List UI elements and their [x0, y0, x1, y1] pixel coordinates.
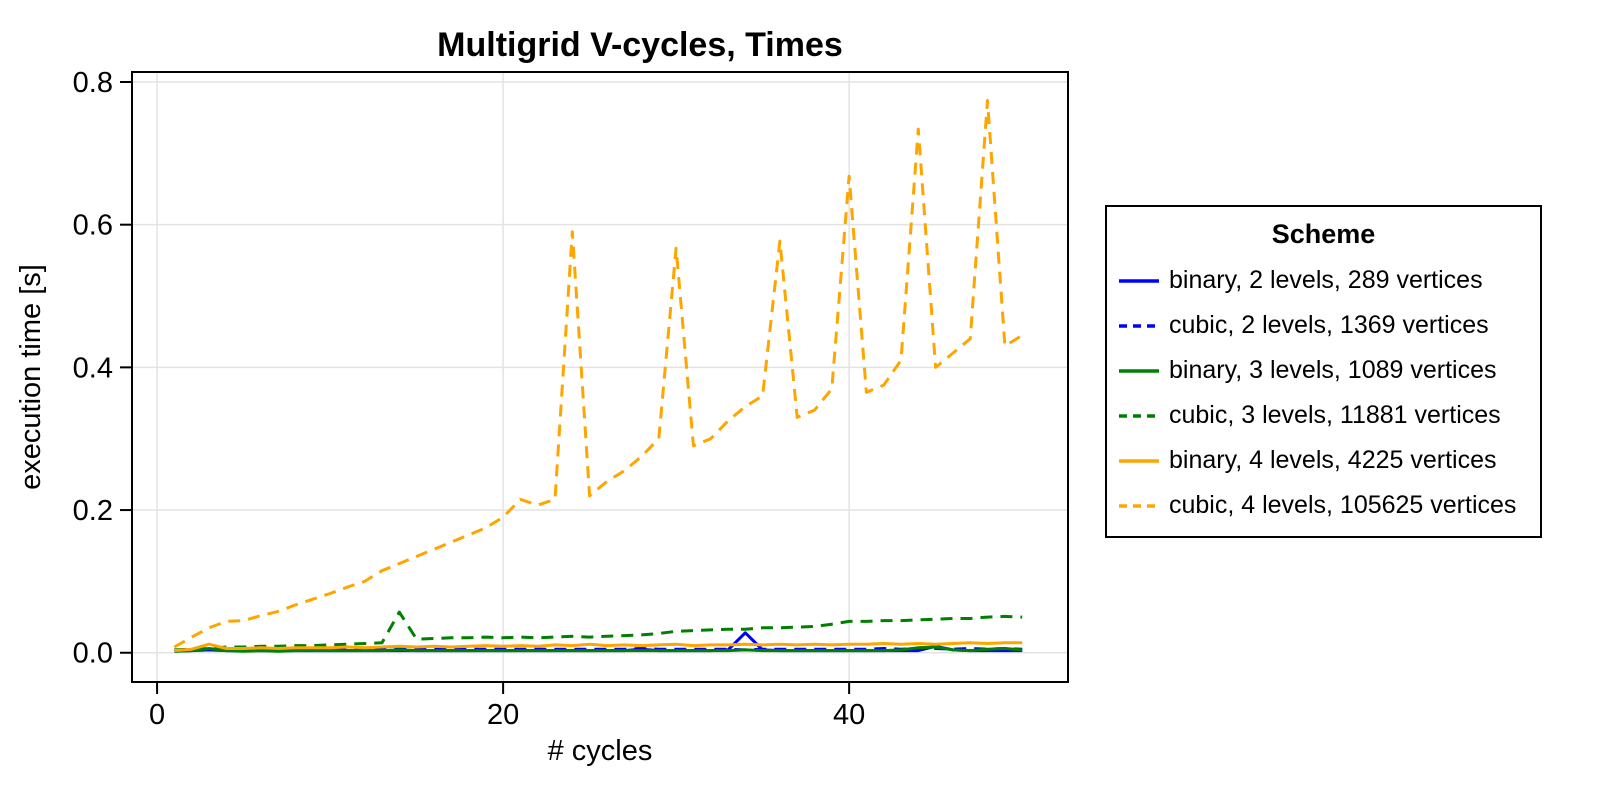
- chart-layers: 0 20 40 0.0 0.2 0.4 0.6 0.8: [73, 67, 1069, 731]
- series-line-5: [174, 641, 1023, 653]
- solid-line-swatch-icon: [1119, 278, 1159, 283]
- legend-label: cubic, 3 levels, 11881 vertices: [1169, 401, 1501, 429]
- x-axis-label: # cycles: [548, 735, 653, 767]
- legend-label: cubic, 4 levels, 105625 vertices: [1169, 491, 1517, 519]
- legend-label: cubic, 2 levels, 1369 vertices: [1169, 311, 1489, 339]
- legend-title: Scheme: [1271, 219, 1376, 249]
- x-tick-label: 0: [149, 699, 165, 731]
- series-line-3: [174, 645, 1023, 653]
- legend-label: binary, 4 levels, 4225 vertices: [1169, 446, 1497, 474]
- legend-entry-5: binary, 4 levels, 4225 vertices: [1107, 438, 1540, 483]
- chart-title: Multigrid V-cycles, Times: [437, 26, 843, 64]
- y-axis-label: execution time [s]: [15, 264, 47, 490]
- plot-frame: [131, 71, 1069, 683]
- legend-entry-1: binary, 2 levels, 289 vertices: [1107, 258, 1540, 303]
- y-tick-label: 0.2: [73, 495, 113, 527]
- y-tick-label: 0.0: [73, 638, 113, 670]
- solid-line-swatch-icon: [1119, 458, 1159, 463]
- y-tick-label: 0.8: [73, 67, 113, 99]
- legend-entry-3: binary, 3 levels, 1089 vertices: [1107, 348, 1540, 393]
- dashed-line-swatch-icon: [1119, 323, 1159, 328]
- series-line-4: [174, 610, 1023, 652]
- solid-line-swatch-icon: [1119, 368, 1159, 373]
- legend-rows: binary, 2 levels, 289 vertices cubic, 2 l…: [1107, 258, 1540, 528]
- dashed-line-swatch-icon: [1119, 503, 1159, 508]
- legend-entry-2: cubic, 2 levels, 1369 vertices: [1107, 303, 1540, 348]
- legend-box: Scheme binary, 2 levels, 289 vertices cub…: [1105, 205, 1542, 538]
- legend-entry-6: cubic, 4 levels, 105625 vertices: [1107, 483, 1540, 528]
- x-tick-label: 40: [833, 699, 865, 731]
- legend-label: binary, 3 levels, 1089 vertices: [1169, 356, 1497, 384]
- legend-entry-4: cubic, 3 levels, 11881 vertices: [1107, 393, 1540, 438]
- legend-label: binary, 2 levels, 289 vertices: [1169, 266, 1483, 294]
- series-line-6: [173, 99, 1023, 649]
- dashed-line-swatch-icon: [1119, 413, 1159, 418]
- y-tick-label: 0.6: [73, 210, 113, 242]
- y-tick-label: 0.4: [73, 352, 113, 384]
- x-tick-label: 20: [487, 699, 519, 731]
